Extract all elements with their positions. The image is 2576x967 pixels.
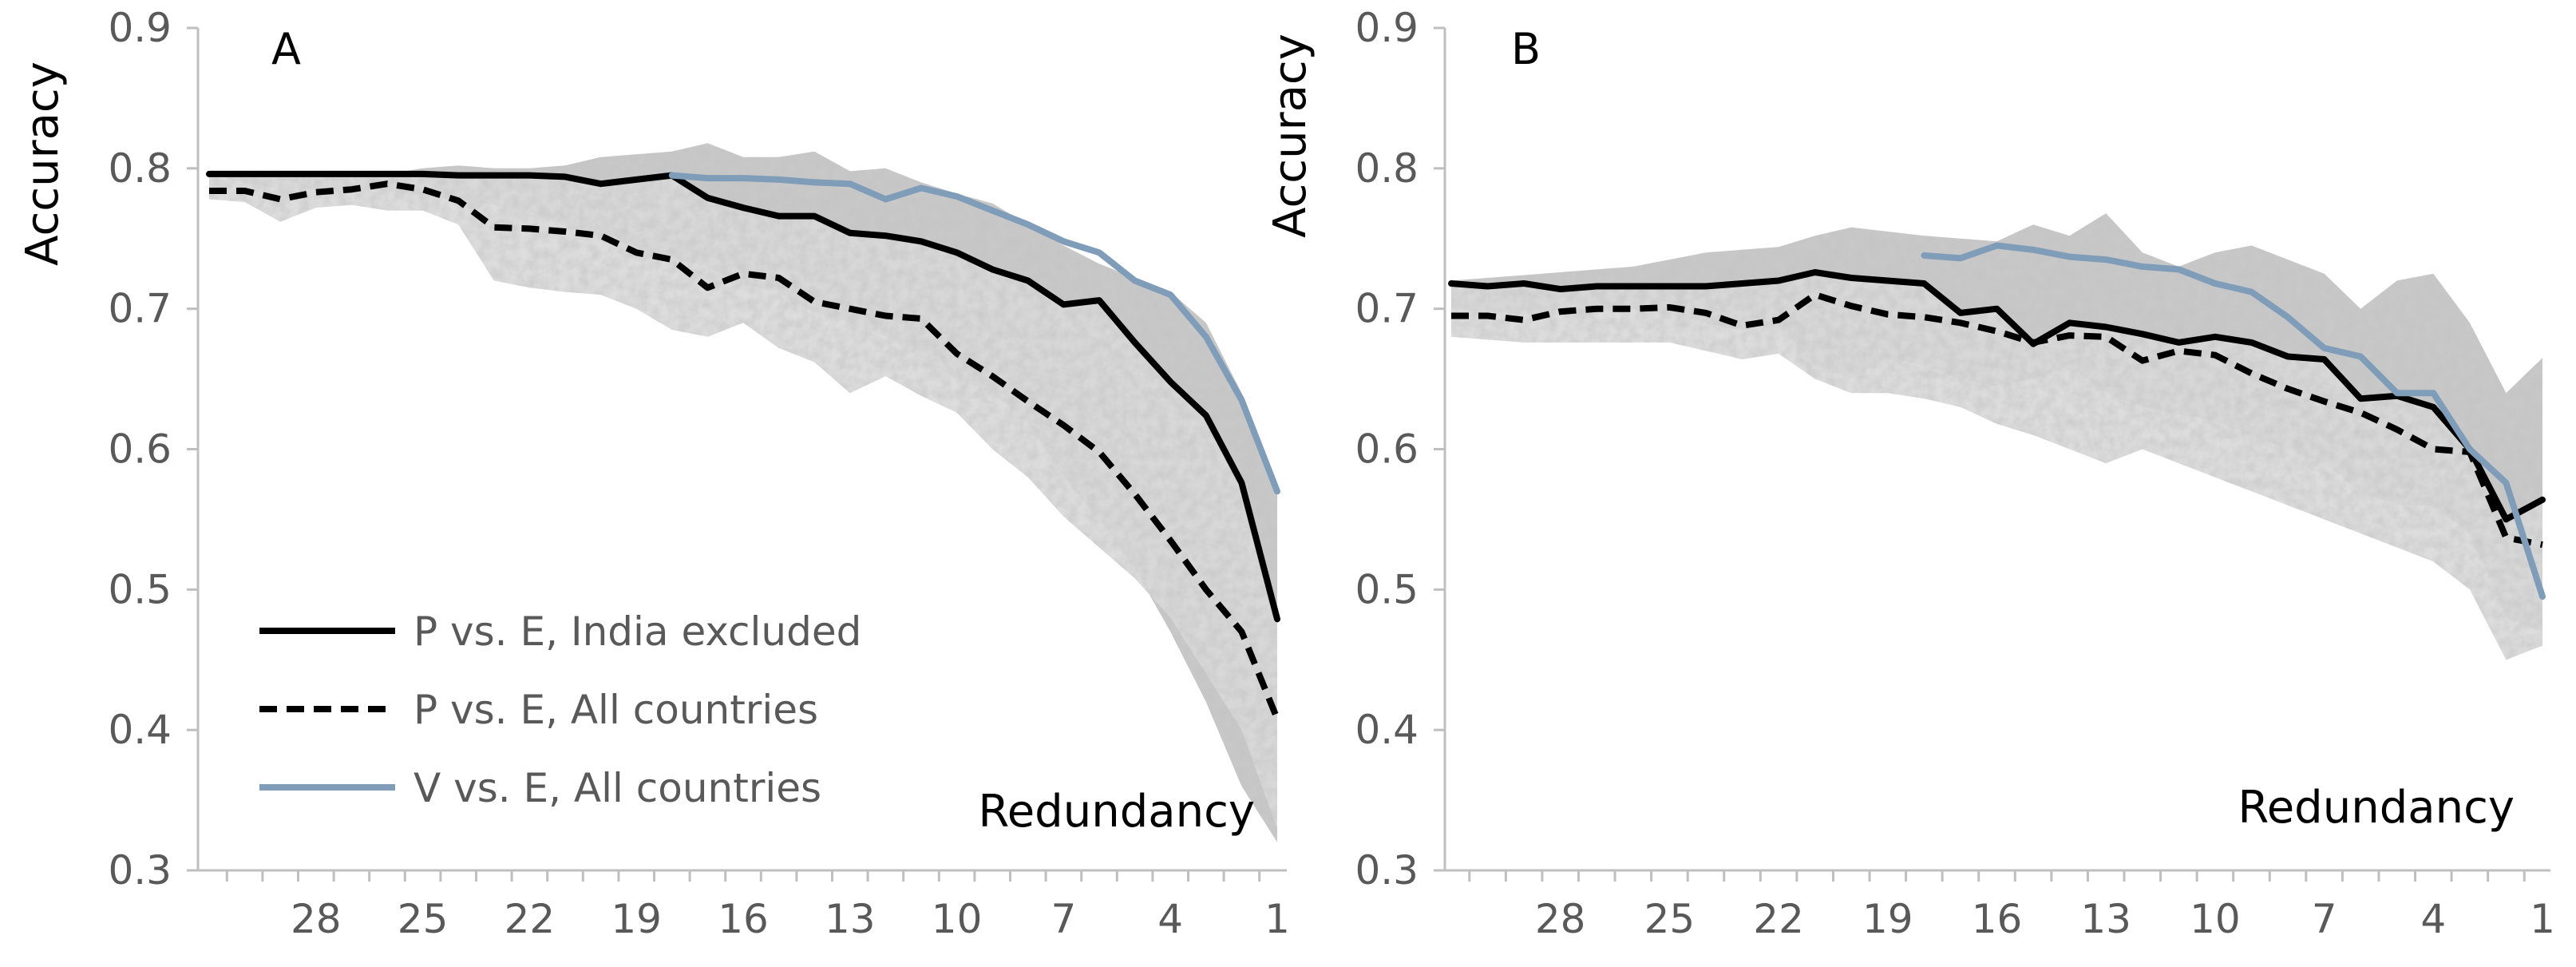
- panel-a-x-tick-label: 7: [1051, 896, 1076, 942]
- legend: P vs. E, India excluded P vs. E, All cou…: [259, 608, 861, 811]
- panel-b-x-tick-label: 13: [2080, 896, 2131, 942]
- legend-label-p-vs-e-all: P vs. E, All countries: [414, 687, 818, 733]
- panel-a-axes: 0.3 0.4 0.5 0.6 0.7 0.8 0.9 28 25 22 19 16 13 10 7 4 1: [108, 5, 1289, 942]
- panel-b-y-tick-label: 0.7: [1355, 286, 1419, 332]
- panel-a-y-tick-label: 0.8: [108, 145, 172, 192]
- panel-b-y-axis-title: Accuracy: [1264, 34, 1316, 238]
- panel-a-y-tick-label: 0.3: [108, 847, 172, 894]
- panel-a-y-axis-title: Accuracy: [17, 61, 69, 266]
- legend-item-v-vs-e-all: V vs. E, All countries: [259, 765, 821, 811]
- panel-b-series: [1448, 242, 2546, 600]
- panel-a-x-tick-label: 19: [611, 896, 662, 942]
- legend-item-india-excluded: P vs. E, India excluded: [259, 608, 861, 655]
- panel-a-series-p-vs-e-all-countries: [209, 180, 1280, 720]
- panel-b-series-v-vs-e-all-countries: [1921, 242, 2546, 600]
- panel-a-x-tick-label: 13: [825, 896, 876, 942]
- panel-a-y-tick-label: 0.4: [108, 707, 172, 753]
- panel-a-y-tick-label: 0.7: [108, 286, 172, 332]
- panel-a-y-tick-label: 0.9: [108, 5, 172, 51]
- panel-a-series: [206, 170, 1280, 720]
- panel-b-x-axis-title: Redundancy: [2238, 782, 2515, 834]
- panel-a-x-tick-label: 25: [398, 896, 449, 942]
- panel-b-x-tick-label: 22: [1753, 896, 1804, 942]
- panel-b-x-tick-label: 16: [1972, 896, 2023, 942]
- panel-b-x-tick-label: 28: [1535, 896, 1586, 942]
- legend-label-india-excluded: P vs. E, India excluded: [414, 608, 861, 655]
- panel-b-band-inner-texture: [1451, 272, 2542, 660]
- panel-b-x-tick-label: 19: [1862, 896, 1913, 942]
- panel-b-bands: [1451, 213, 2542, 660]
- panel-b-y-tick-label: 0.3: [1355, 847, 1419, 894]
- panel-a-y-tick-label: 0.5: [108, 566, 172, 612]
- panel-a-series-p-vs-e-india-excluded: [206, 170, 1280, 623]
- panel-b-x-tick-label: 1: [2530, 896, 2555, 942]
- panel-b-x-tick-label: 7: [2312, 896, 2337, 942]
- panel-a-x-tick-label: 10: [932, 896, 983, 942]
- panel-a-bands: [209, 143, 1277, 842]
- panel-a-series-v-vs-e-all-countries: [668, 172, 1280, 495]
- panel-b-axes: 0.3 0.4 0.5 0.6 0.7 0.8 0.9 28 25 22 19 16 13 10 7 4 1: [1355, 5, 2554, 942]
- panel-a-x-tick-label: 28: [291, 896, 342, 942]
- panel-b-y-tick-label: 0.8: [1355, 145, 1419, 192]
- panel-b-x-tick-label: 25: [1644, 896, 1696, 942]
- panel-b-y-tick-label: 0.9: [1355, 5, 1419, 51]
- panel-a: 0.3 0.4 0.5 0.6 0.7 0.8 0.9 28 25 22 19 16 13 10 7 4 1 A…: [17, 5, 1290, 942]
- panel-a-x-tick-label: 16: [718, 896, 769, 942]
- panel-a-x-tick-label: 22: [505, 896, 556, 942]
- legend-label-v-vs-e-all: V vs. E, All countries: [414, 765, 821, 811]
- panel-b-y-tick-label: 0.6: [1355, 426, 1419, 473]
- panel-a-x-axis-title: Redundancy: [978, 786, 1255, 838]
- panel-a-x-tick-label: 1: [1264, 896, 1290, 942]
- panel-a-y-tick-label: 0.6: [108, 426, 172, 473]
- panel-a-band-inner-texture: [209, 173, 1277, 829]
- panel-b: 0.3 0.4 0.5 0.6 0.7 0.8 0.9 28 25 22 19 16 13 10 7 4 1 B…: [1264, 5, 2555, 942]
- panel-b-y-tick-label: 0.4: [1355, 707, 1419, 753]
- panel-b-series-p-vs-e-india-excluded: [1448, 269, 2546, 523]
- panel-a-label: A: [271, 24, 301, 74]
- panel-b-x-tick-label: 10: [2190, 896, 2241, 942]
- panel-a-x-tick-label: 4: [1157, 896, 1183, 942]
- panel-b-label: B: [1511, 24, 1541, 74]
- legend-item-p-vs-e-all: P vs. E, All countries: [259, 687, 818, 733]
- panel-b-x-tick-label: 4: [2420, 896, 2446, 942]
- panel-b-y-tick-label: 0.5: [1355, 566, 1419, 612]
